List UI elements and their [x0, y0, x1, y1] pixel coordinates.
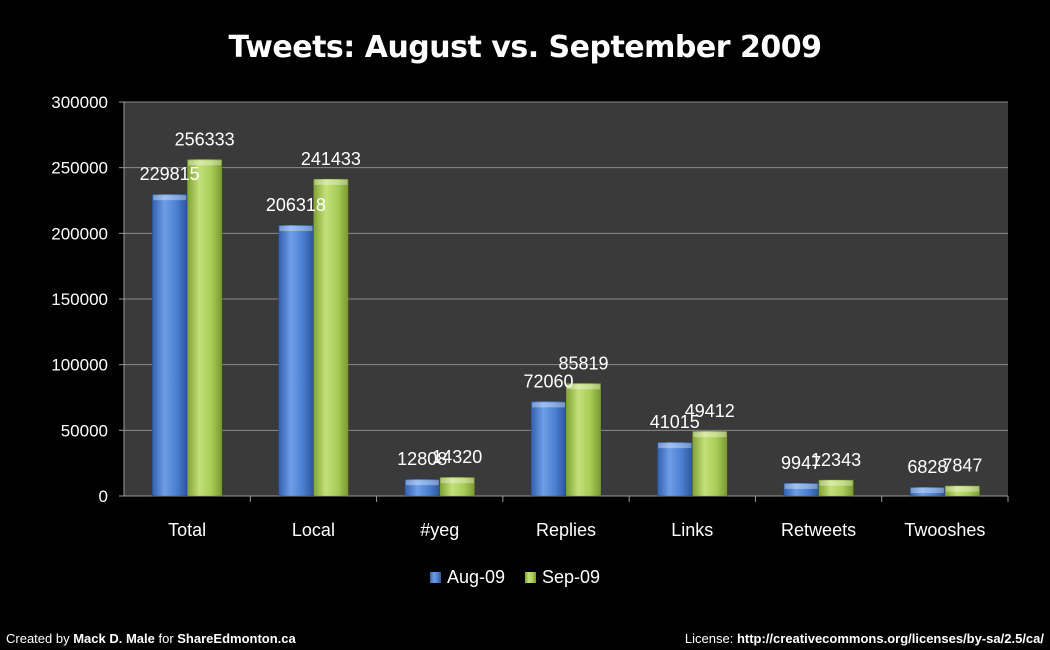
legend-label: Sep-09: [542, 567, 600, 587]
x-tick-label: Links: [671, 520, 713, 540]
data-label: 85819: [558, 353, 608, 373]
footer-credit-prefix: Created by: [6, 631, 74, 646]
data-label: 72060: [523, 371, 573, 391]
y-tick-label: 200000: [51, 224, 108, 243]
bar-highlight: [658, 443, 692, 449]
x-tick-label: Replies: [536, 520, 596, 540]
footer-credit-mid: for: [154, 631, 178, 646]
legend-label: Aug-09: [447, 567, 505, 587]
data-label: 12343: [811, 450, 861, 470]
bar-Aug-09-Local: [278, 224, 314, 497]
footer-license-prefix: License:: [684, 631, 737, 646]
data-label: 206318: [266, 195, 326, 215]
chart-title: Tweets: August vs. September 2009: [228, 30, 822, 65]
bar-Sep-09-Links: [692, 430, 728, 497]
x-tick-label: Twooshes: [904, 520, 985, 540]
y-tick-label: 250000: [51, 159, 108, 178]
bar-highlight: [819, 480, 853, 486]
data-label: 6828: [907, 457, 947, 477]
x-tick-label: Total: [168, 520, 206, 540]
bar-Sep-09-Retweets: [818, 479, 854, 497]
bar-highlight: [314, 179, 348, 185]
bar-Aug-09-Total: [151, 193, 188, 497]
bar-Sep-09-Twooshes: [944, 485, 981, 497]
bar-Aug-09-Replies: [530, 401, 567, 497]
data-label: 241433: [301, 149, 361, 169]
footer-credit: Created by Mack D. Male for ShareEdmonto…: [6, 631, 296, 646]
y-tick-label: 0: [99, 487, 108, 506]
bar-highlight: [440, 478, 474, 484]
legend-swatch: [430, 572, 441, 583]
data-label: 9947: [781, 453, 821, 473]
legend: Aug-09 Sep-09: [430, 567, 600, 587]
bar-Aug-09-Links: [657, 441, 693, 497]
legend-swatch: [525, 572, 536, 583]
bar-highlight: [405, 480, 439, 486]
data-label: 12808: [397, 449, 447, 469]
footer-site: ShareEdmonton.ca: [177, 631, 296, 646]
data-label: 49412: [685, 401, 735, 421]
bar-highlight: [567, 384, 600, 390]
bar-highlight: [279, 226, 313, 232]
bar-Sep-09-#yeg: [439, 476, 475, 497]
bar-highlight: [188, 160, 222, 166]
x-tick-label: #yeg: [420, 520, 459, 540]
data-label: 41015: [650, 412, 700, 432]
bar-Sep-09-Replies: [565, 383, 602, 497]
x-tick-label: Retweets: [781, 520, 856, 540]
footer-license-url: http://creativecommons.org/licenses/by-s…: [736, 631, 1044, 646]
bars: [151, 159, 981, 497]
bar-highlight: [910, 488, 944, 494]
bar-Sep-09-Total: [186, 159, 223, 497]
bar-highlight: [945, 486, 979, 492]
footer-license: License: http://creativecommons.org/lice…: [685, 631, 1044, 646]
y-tick-label: 100000: [51, 356, 108, 375]
bar-highlight: [784, 483, 818, 489]
footer-author: Mack D. Male: [73, 631, 155, 646]
y-tick-label: 50000: [61, 421, 108, 440]
bar-Sep-09-Local: [313, 178, 349, 497]
y-tick-label: 150000: [51, 290, 108, 309]
data-label: 7847: [942, 456, 982, 476]
bar-highlight: [693, 432, 727, 438]
data-label: 256333: [175, 129, 235, 149]
bar-highlight: [153, 195, 187, 201]
data-label: 229815: [140, 164, 200, 184]
x-tick-label: Local: [292, 520, 335, 540]
y-tick-label: 300000: [51, 93, 108, 112]
axes: 0 50000 100000 150000 200000 250000 300000 Tota…: [51, 93, 1009, 540]
data-label: 14320: [432, 447, 482, 467]
bar-highlight: [532, 402, 565, 408]
